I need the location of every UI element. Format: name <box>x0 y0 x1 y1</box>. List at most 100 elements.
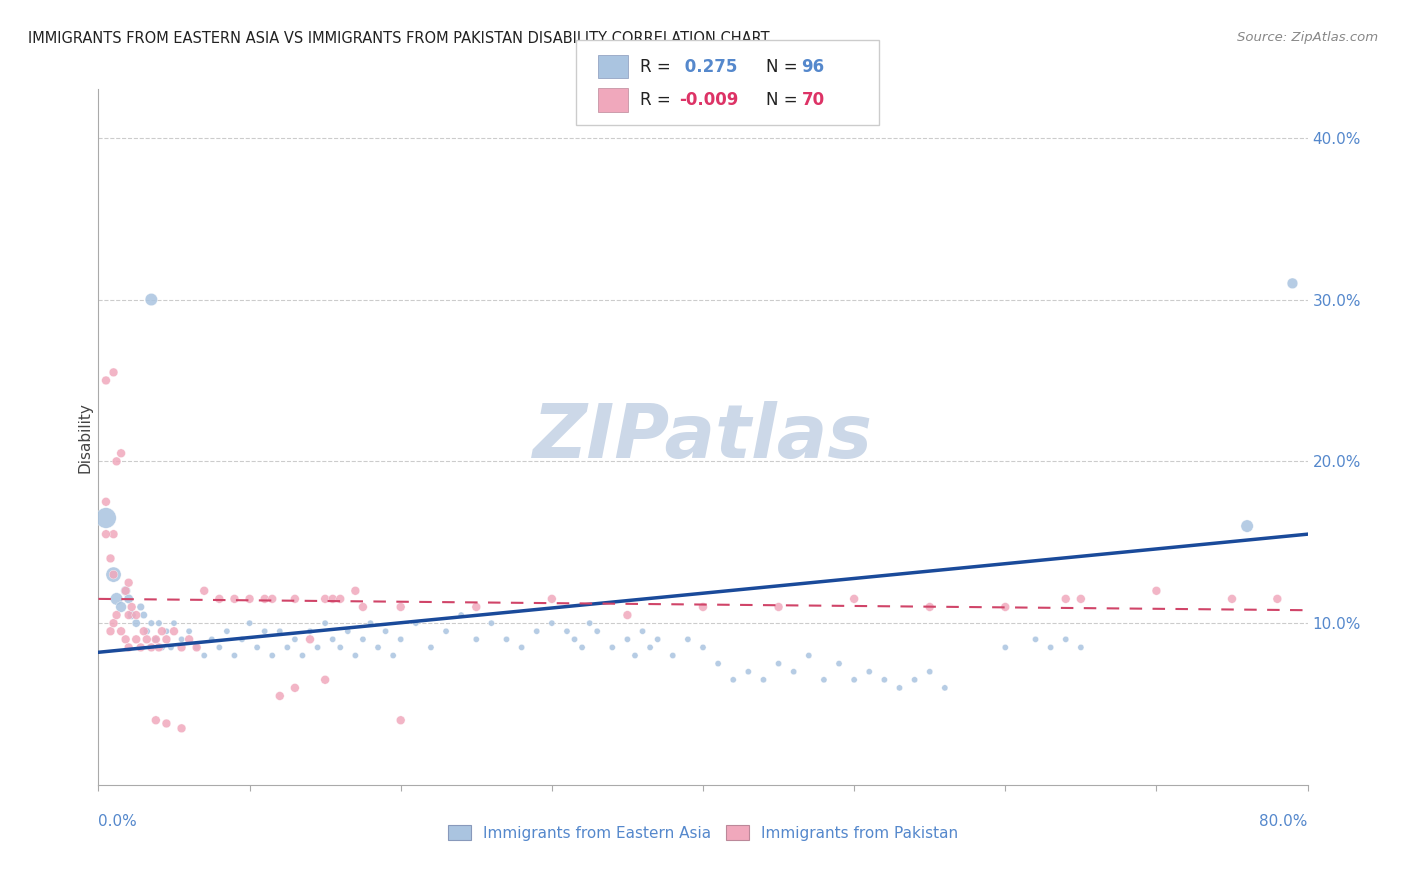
Point <box>783 665 806 679</box>
Text: IMMIGRANTS FROM EASTERN ASIA VS IMMIGRANTS FROM PAKISTAN DISABILITY CORRELATION : IMMIGRANTS FROM EASTERN ASIA VS IMMIGRAN… <box>28 31 769 46</box>
Point <box>299 624 322 639</box>
Point <box>163 624 186 639</box>
Point <box>889 681 911 695</box>
Point <box>94 495 117 509</box>
Point <box>110 599 132 614</box>
Point <box>100 624 122 639</box>
Text: Source: ZipAtlas.com: Source: ZipAtlas.com <box>1237 31 1378 45</box>
Point <box>692 640 714 655</box>
Text: 0.275: 0.275 <box>679 58 738 76</box>
Point <box>129 640 152 655</box>
Point <box>934 681 956 695</box>
Point <box>540 616 562 631</box>
Point <box>253 591 276 606</box>
Point <box>94 511 117 525</box>
Point <box>132 608 155 623</box>
Point <box>170 722 193 736</box>
Point <box>110 624 132 639</box>
Point <box>586 624 609 639</box>
Point <box>186 640 208 655</box>
Point <box>125 616 148 631</box>
Point <box>676 632 699 647</box>
Text: R =: R = <box>640 91 676 109</box>
Point <box>797 648 820 663</box>
Point <box>918 599 941 614</box>
Point <box>125 608 148 623</box>
Point <box>262 648 284 663</box>
Point <box>118 591 141 606</box>
Point <box>239 616 262 631</box>
Point <box>253 624 276 639</box>
Point <box>374 624 396 639</box>
Point <box>284 632 307 647</box>
Point <box>344 648 367 663</box>
Point <box>1281 277 1303 291</box>
Point <box>121 608 143 623</box>
Point <box>638 640 661 655</box>
Point <box>1144 583 1167 598</box>
Point <box>434 624 457 639</box>
Point <box>1039 640 1062 655</box>
Text: ZIPatlas: ZIPatlas <box>533 401 873 474</box>
Point <box>828 657 851 671</box>
Point <box>118 608 141 623</box>
Point <box>179 624 201 639</box>
Point <box>150 640 173 655</box>
Point <box>121 599 143 614</box>
Point <box>661 648 683 663</box>
Point <box>239 591 262 606</box>
Point <box>163 616 186 631</box>
Point <box>103 527 125 541</box>
Point <box>616 608 638 623</box>
Point <box>170 640 193 655</box>
Point <box>314 673 336 687</box>
Point <box>647 632 669 647</box>
Point <box>844 591 866 606</box>
Point <box>405 616 427 631</box>
Point <box>160 640 183 655</box>
Point <box>307 640 329 655</box>
Point <box>336 624 359 639</box>
Point <box>314 591 336 606</box>
Point <box>246 640 269 655</box>
Point <box>291 648 314 663</box>
Point <box>495 632 517 647</box>
Point <box>1054 591 1077 606</box>
Point <box>125 632 148 647</box>
Point <box>155 632 177 647</box>
Point <box>148 616 170 631</box>
Point <box>114 583 136 598</box>
Point <box>540 591 562 606</box>
Point <box>269 689 291 703</box>
Point <box>129 599 152 614</box>
Legend: Immigrants from Eastern Asia, Immigrants from Pakistan: Immigrants from Eastern Asia, Immigrants… <box>441 819 965 847</box>
Point <box>737 665 759 679</box>
Point <box>752 673 775 687</box>
Point <box>269 624 291 639</box>
Point <box>145 632 167 647</box>
Point <box>1267 591 1289 606</box>
Point <box>231 632 253 647</box>
Point <box>602 640 624 655</box>
Point <box>322 632 344 647</box>
Point <box>344 583 367 598</box>
Point <box>481 616 503 631</box>
Point <box>114 583 136 598</box>
Point <box>707 657 730 671</box>
Point <box>624 648 647 663</box>
Point <box>145 632 167 647</box>
Point <box>420 640 443 655</box>
Point <box>132 624 155 639</box>
Point <box>873 673 896 687</box>
Point <box>844 673 866 687</box>
Point <box>465 599 488 614</box>
Point <box>262 591 284 606</box>
Text: N =: N = <box>766 58 803 76</box>
Point <box>208 640 231 655</box>
Point <box>389 599 412 614</box>
Point <box>118 575 141 590</box>
Point <box>148 640 170 655</box>
Point <box>450 608 472 623</box>
Point <box>465 632 488 647</box>
Point <box>208 591 231 606</box>
